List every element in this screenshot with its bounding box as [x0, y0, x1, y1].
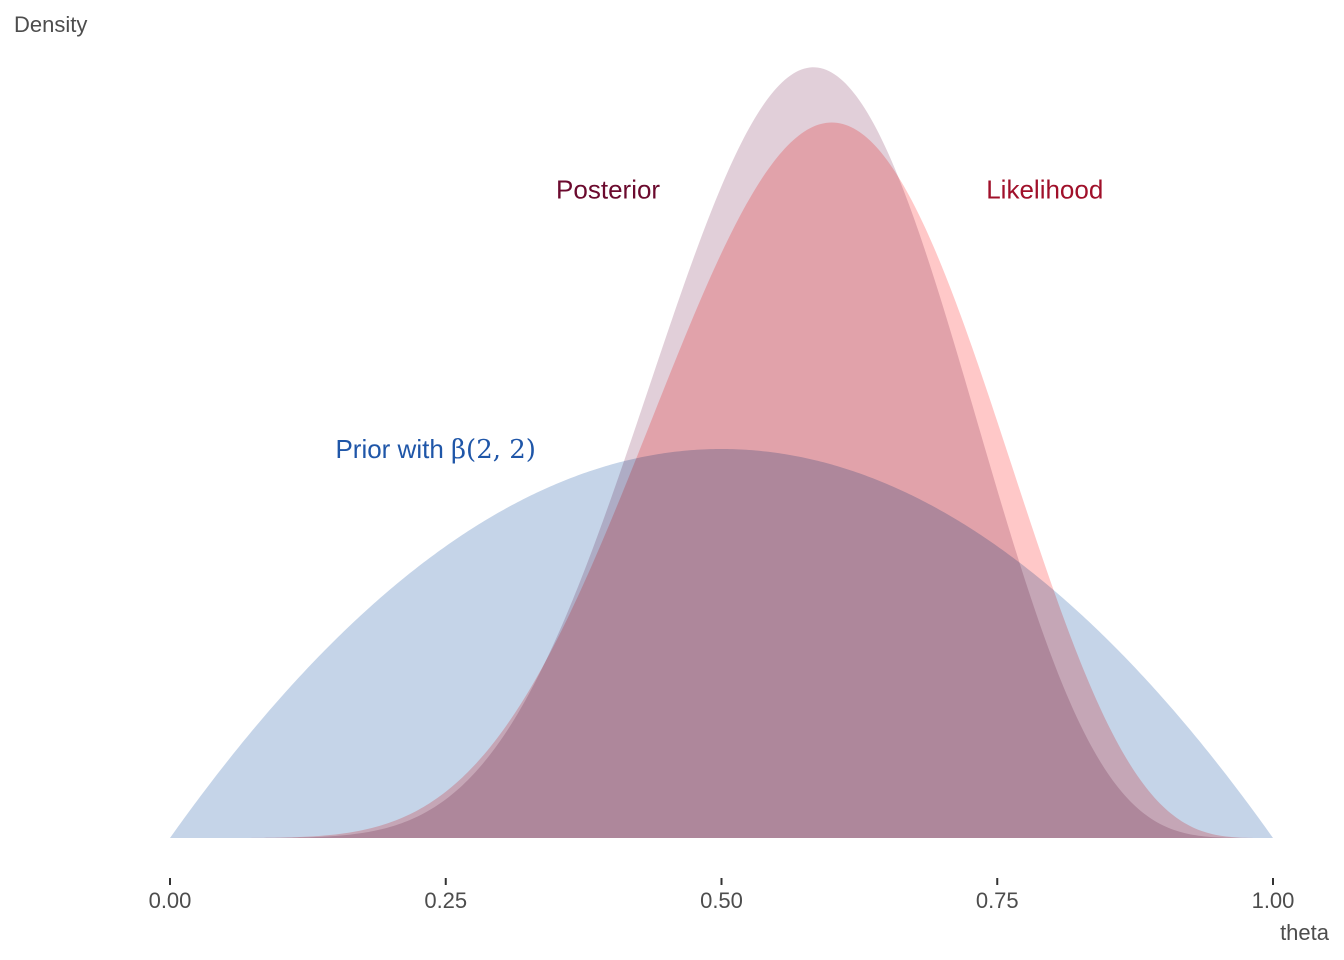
annotations: Posterior Likelihood Prior with β(2, 2): [335, 175, 1103, 465]
prior-label-text: Prior with: [335, 434, 451, 464]
prior-label: Prior with β(2, 2): [335, 434, 536, 465]
x-tick-label: 0.25: [424, 888, 467, 913]
likelihood-label: Likelihood: [986, 175, 1103, 205]
prior-label-math: β(2, 2): [451, 435, 536, 465]
density-areas: [170, 67, 1273, 839]
x-tick-label: 0.00: [149, 888, 192, 913]
x-tick-label: 0.50: [700, 888, 743, 913]
posterior-label: Posterior: [556, 175, 660, 205]
x-tick-label: 1.00: [1252, 888, 1295, 913]
x-axis-ticks: 0.00 0.25 0.50 0.75 1.00: [149, 878, 1295, 913]
posterior-area: [170, 67, 1273, 838]
x-tick-label: 0.75: [976, 888, 1019, 913]
y-axis-title: Density: [14, 12, 87, 37]
x-axis-title: theta: [1280, 920, 1330, 945]
